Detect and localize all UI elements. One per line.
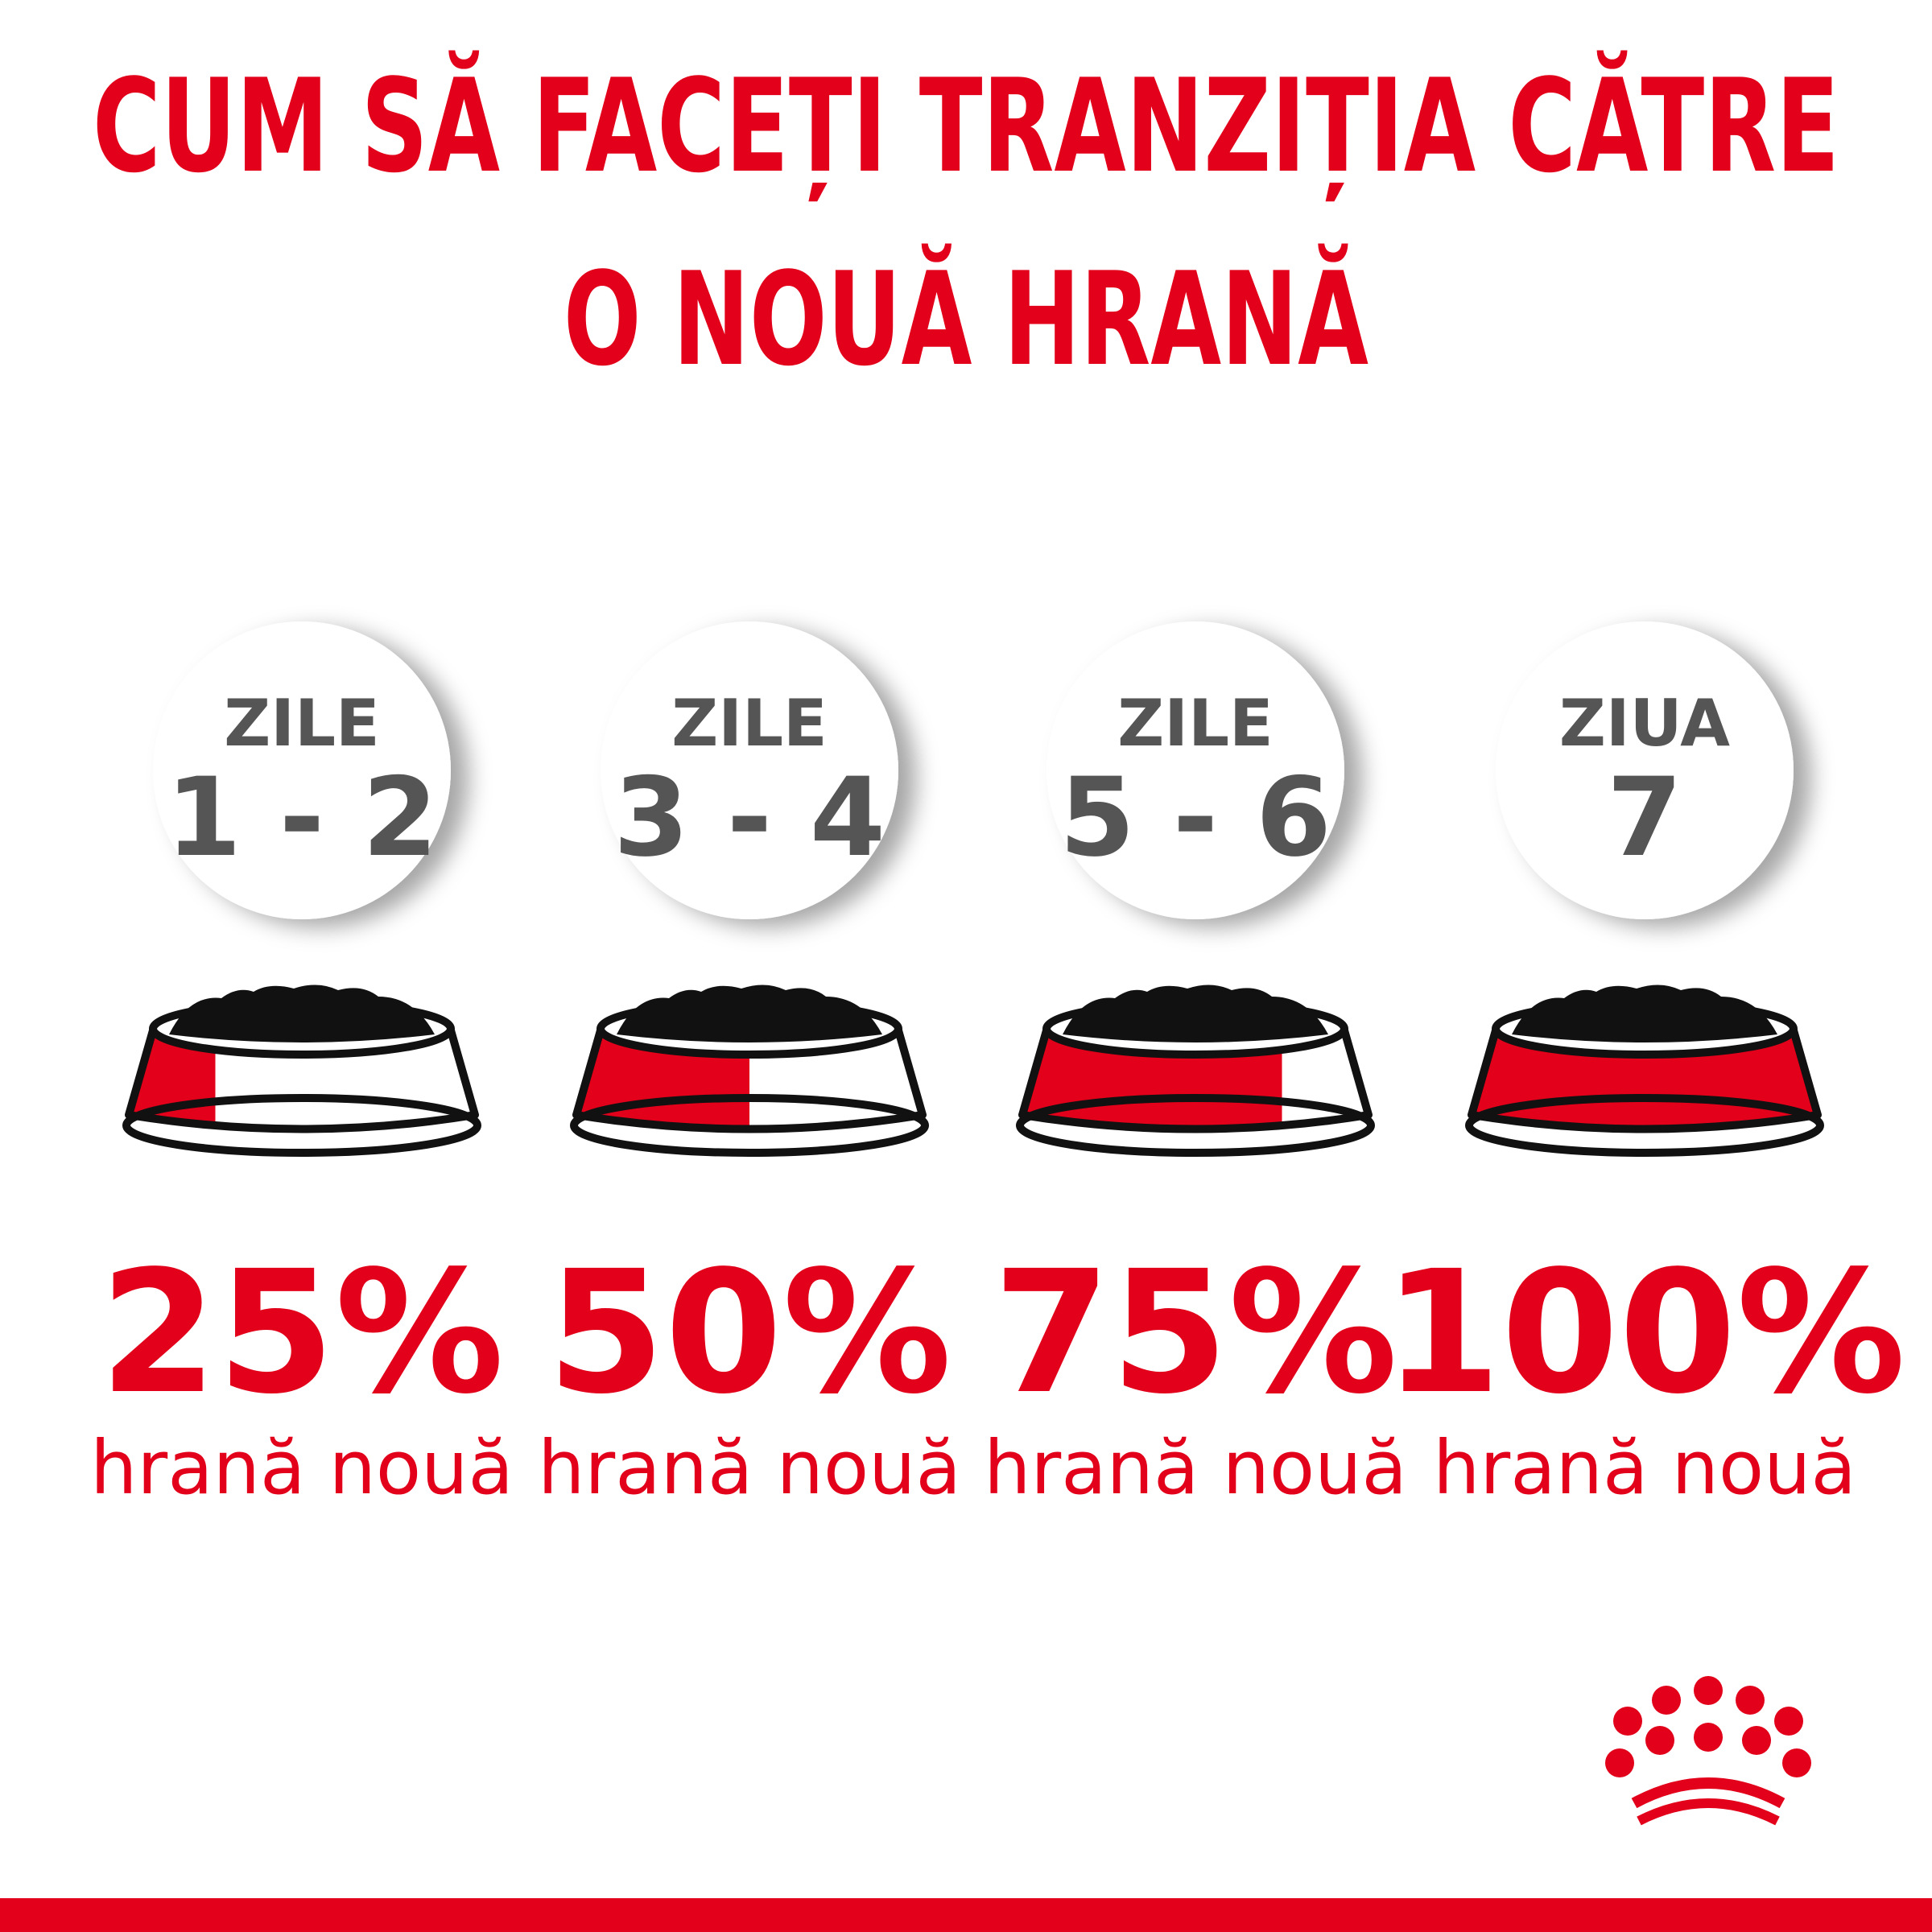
bowl-outline — [572, 1026, 927, 1133]
day-label: ZILE — [1117, 686, 1273, 761]
percent: 100% — [1384, 1234, 1906, 1431]
day-circle — [1046, 621, 1344, 919]
food — [617, 985, 882, 1042]
day-range: 7 — [1607, 754, 1682, 881]
bowl-base — [1016, 1094, 1375, 1157]
food — [1512, 985, 1777, 1042]
bowl-outline — [125, 1026, 479, 1133]
percent: 25% — [100, 1234, 505, 1431]
bowl-outline — [1018, 1026, 1373, 1133]
bowl — [122, 985, 481, 1157]
food — [169, 985, 435, 1042]
food — [1063, 985, 1328, 1042]
day-range: 1 - 2 — [166, 754, 438, 881]
day-range: 3 - 4 — [613, 754, 886, 881]
bowl-outline — [1468, 1026, 1822, 1133]
day-label: ZILE — [224, 686, 379, 761]
bowl-base — [1465, 1094, 1824, 1157]
day-circle — [153, 621, 451, 919]
day-label: ZILE — [671, 686, 827, 761]
day-range: 5 - 6 — [1059, 754, 1331, 881]
caption: hrană nouă — [538, 1425, 961, 1511]
day-circle — [601, 621, 898, 919]
bowl — [570, 985, 929, 1157]
caption: hrană nouă — [90, 1425, 514, 1511]
brand-logo — [1605, 1676, 1811, 1826]
percent: 50% — [547, 1234, 952, 1431]
percent: 75% — [993, 1234, 1398, 1431]
caption: hrană nouă — [1433, 1425, 1856, 1511]
bowl — [1465, 985, 1824, 1157]
title-line: O NOUĂ HRANĂ — [564, 243, 1368, 394]
caption: hrană nouă — [984, 1425, 1407, 1511]
day-circle — [1496, 621, 1794, 919]
title-line: CUM SĂ FACEȚI TRANZIȚIA CĂTRE — [93, 50, 1839, 201]
footer-bar — [0, 1898, 1932, 1932]
bowl-base — [122, 1094, 481, 1157]
bowl-base — [570, 1094, 929, 1157]
day-label: ZIUA — [1559, 686, 1730, 761]
bowl — [1016, 985, 1375, 1157]
